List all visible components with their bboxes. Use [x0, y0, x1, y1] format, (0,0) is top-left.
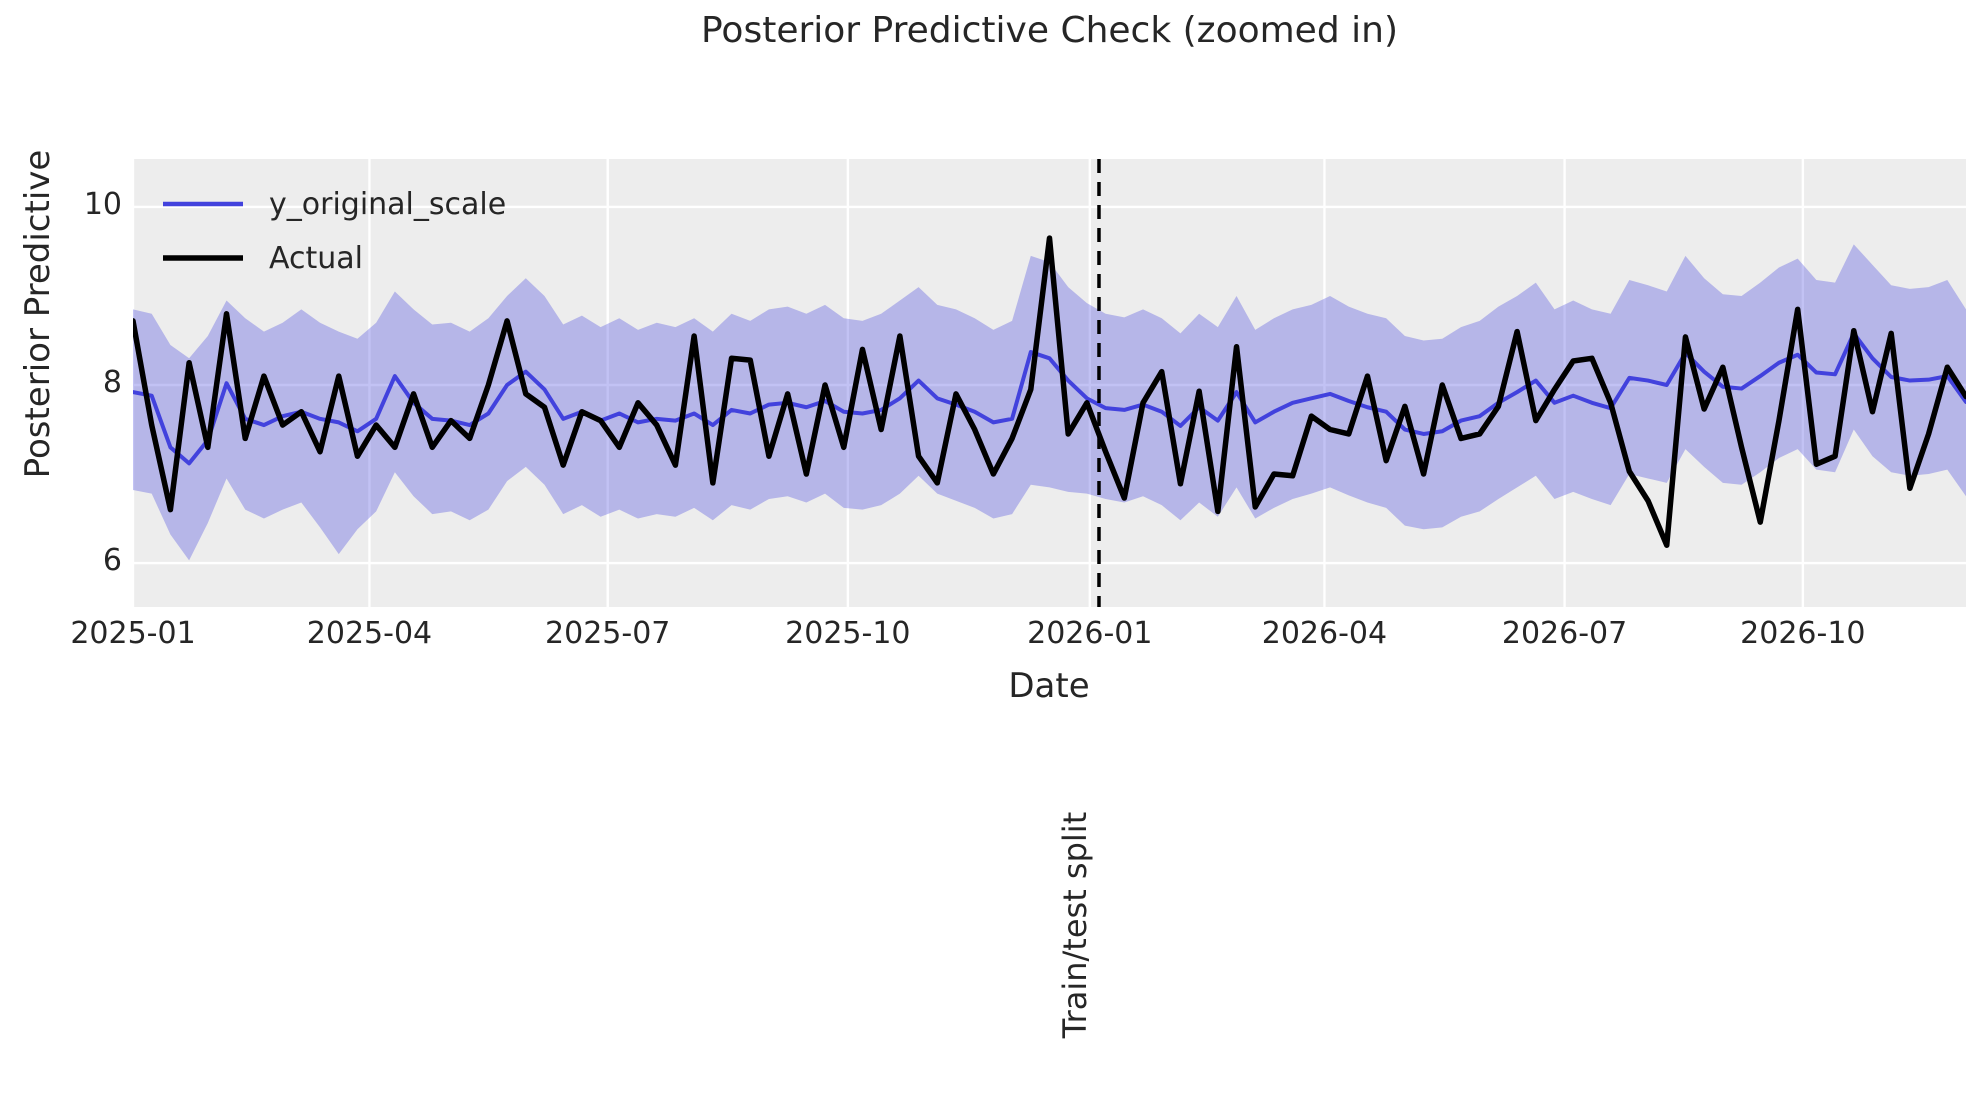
- legend-line-icon: [163, 201, 243, 207]
- legend-label-y-original-scale: y_original_scale: [269, 186, 507, 222]
- legend: y_original_scale Actual: [161, 185, 506, 277]
- x-tick-label: 2025-04: [306, 616, 433, 651]
- chart-canvas: [133, 159, 1966, 607]
- credible-interval-band: [133, 244, 1966, 561]
- actual-line: [133, 235, 1966, 548]
- legend-item-y-original-scale: y_original_scale: [161, 185, 506, 223]
- x-tick-label: 2025-10: [785, 616, 911, 651]
- chart-title: Posterior Predictive Check (zoomed in): [701, 10, 1398, 51]
- predicted-mean-line: [133, 331, 1966, 466]
- x-tick-label: 2026-07: [1501, 616, 1628, 651]
- x-tick-label: 2026-10: [1740, 616, 1866, 651]
- plot-area: y_original_scale Actual: [133, 159, 1966, 607]
- x-tick-label: 2026-01: [1027, 616, 1153, 651]
- x-tick-label: 2026-04: [1261, 616, 1388, 651]
- legend-item-actual: Actual: [161, 239, 506, 277]
- train-test-split-label: Train/test split: [1056, 811, 1094, 1039]
- x-tick-label: 2025-07: [545, 616, 671, 651]
- y-tick-label: 6: [102, 543, 122, 579]
- legend-line-icon: [163, 255, 243, 261]
- y-tick-label: 10: [83, 186, 122, 222]
- y-tick-label: 8: [102, 365, 122, 400]
- x-axis-label: Date: [1008, 666, 1090, 706]
- legend-label-actual: Actual: [269, 240, 363, 276]
- x-tick-label: 2025-01: [70, 616, 196, 651]
